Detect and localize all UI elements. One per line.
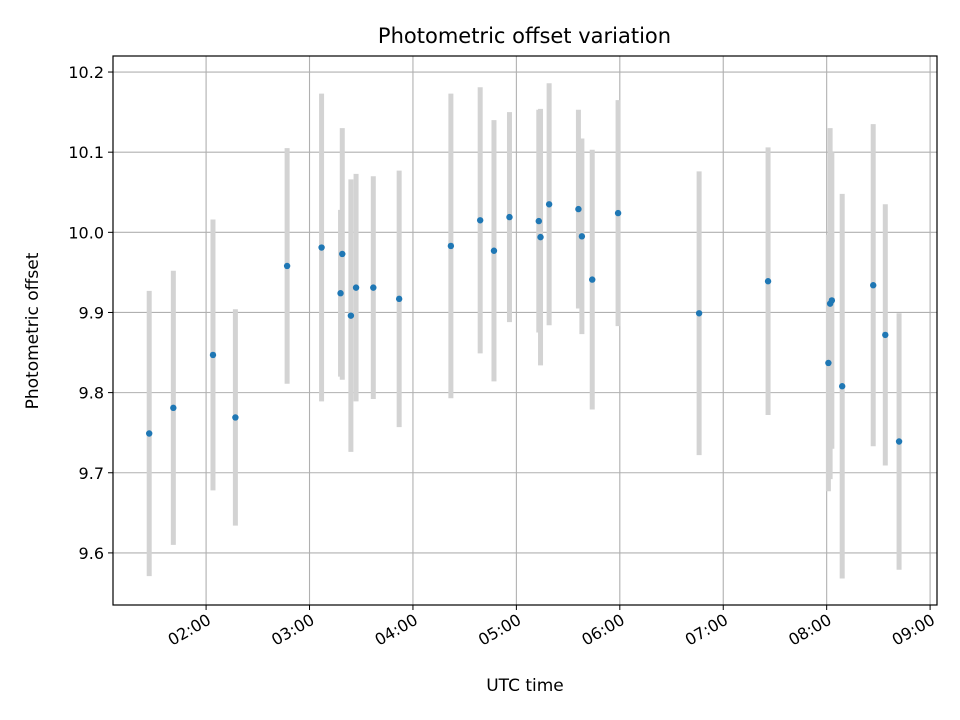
data-point-2 bbox=[209, 351, 217, 359]
data-point-17 bbox=[537, 233, 544, 241]
y-tick-label-1: 9.7 bbox=[79, 464, 104, 483]
data-point-10 bbox=[370, 284, 377, 291]
data-point-1 bbox=[170, 404, 177, 412]
y-tick-label-6: 10.2 bbox=[68, 63, 104, 82]
data-point-16 bbox=[535, 217, 542, 225]
data-point-4 bbox=[283, 262, 291, 270]
data-point-31 bbox=[895, 438, 903, 445]
x-axis-title: UTC time bbox=[486, 676, 564, 696]
data-point-22 bbox=[614, 209, 622, 217]
y-tick-label-3: 9.9 bbox=[79, 303, 104, 322]
data-point-29 bbox=[870, 282, 877, 289]
data-point-11 bbox=[395, 295, 403, 303]
data-point-7 bbox=[339, 250, 346, 258]
data-point-3 bbox=[232, 414, 239, 421]
data-point-8 bbox=[347, 312, 355, 319]
data-point-18 bbox=[545, 201, 553, 208]
data-point-19 bbox=[575, 205, 582, 213]
y-tick-label-2: 9.8 bbox=[79, 384, 104, 403]
grid bbox=[113, 56, 937, 605]
data-point-13 bbox=[476, 217, 484, 224]
chart-title: Photometric offset variation bbox=[378, 24, 671, 48]
data-points bbox=[146, 201, 903, 445]
data-point-24 bbox=[764, 278, 772, 285]
data-point-9 bbox=[352, 284, 360, 291]
y-tick-label-4: 10.0 bbox=[68, 223, 104, 242]
y-axis: 9.6 9.7 9.8 9.9 10.0 10.1 10.2 bbox=[68, 63, 113, 563]
data-point-15 bbox=[506, 213, 513, 221]
y-tick-label-0: 9.6 bbox=[79, 544, 104, 563]
data-point-21 bbox=[589, 276, 596, 283]
data-point-5 bbox=[318, 244, 325, 251]
data-point-30 bbox=[882, 331, 889, 339]
data-point-6 bbox=[337, 290, 344, 297]
data-point-0 bbox=[146, 430, 153, 437]
y-tick-label-5: 10.1 bbox=[68, 143, 104, 162]
y-axis-title: Photometric offset bbox=[23, 252, 43, 409]
data-point-25 bbox=[825, 359, 832, 367]
data-point-14 bbox=[490, 247, 498, 254]
data-point-20 bbox=[578, 233, 586, 240]
plot-frame bbox=[112, 55, 938, 606]
data-point-12 bbox=[447, 242, 455, 250]
data-point-23 bbox=[695, 310, 703, 317]
data-point-27 bbox=[828, 297, 836, 304]
data-point-28 bbox=[838, 383, 846, 390]
